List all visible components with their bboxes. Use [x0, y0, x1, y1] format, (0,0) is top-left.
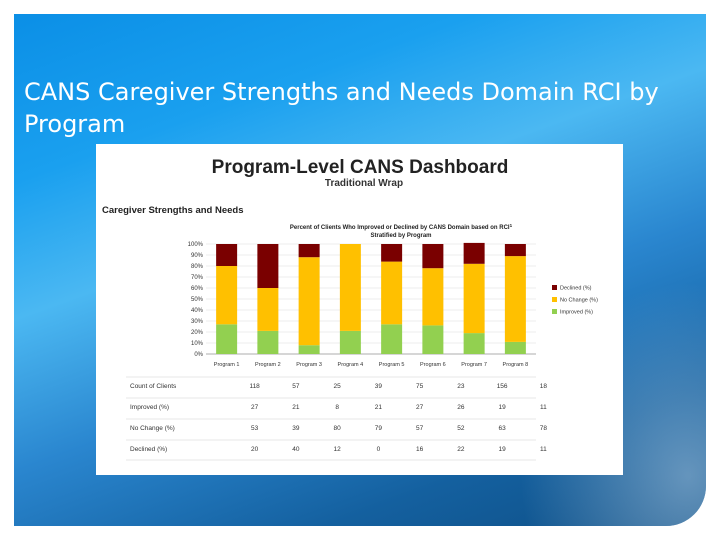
y-tick-label: 50% — [191, 297, 204, 303]
table-cell: 16 — [416, 446, 424, 453]
y-tick-label: 90% — [191, 253, 204, 259]
table-cell: 20 — [251, 446, 259, 453]
y-tick-label: 0% — [194, 352, 203, 358]
x-tick-label: Program 3 — [296, 362, 322, 368]
bar-no-change — [216, 266, 238, 325]
table-cell: 39 — [292, 425, 300, 432]
bar-declined — [381, 244, 403, 262]
chart-legend: Declined (%) No Change (%) Improved (%) — [552, 285, 598, 316]
table-cell: 75 — [416, 383, 424, 390]
table-cell: 57 — [292, 383, 300, 390]
bar-improved — [463, 333, 485, 354]
chart-title-line2: Stratified by Program — [370, 233, 431, 239]
bar-improved — [257, 330, 279, 354]
y-tick-label: 20% — [191, 330, 204, 336]
bar-improved — [422, 325, 444, 354]
bar-declined — [504, 244, 526, 257]
y-tick-label: 10% — [191, 341, 204, 347]
bar-declined — [463, 242, 485, 264]
table-cell: 63 — [499, 425, 507, 432]
table-row-label: Count of Clients — [130, 383, 177, 390]
table-row-label: Declined (%) — [130, 446, 167, 453]
table-cell: 19 — [499, 404, 507, 411]
table-row-label: No Change (%) — [130, 425, 175, 432]
table-cell: 52 — [457, 425, 465, 432]
table-cell: 118 — [249, 383, 260, 390]
legend-label: No Change (%) — [560, 298, 598, 304]
data-table: Count of Clients 118 57 25 39 75 23 156 18Improv… — [126, 376, 548, 461]
x-tick-label: Program 4 — [338, 362, 364, 368]
x-tick-label: Program 1 — [214, 362, 240, 368]
table-cell: 0 — [377, 446, 381, 453]
table-cell: 57 — [416, 425, 424, 432]
table-cell: 53 — [251, 425, 259, 432]
dashboard-panel: Program-Level CANS Dashboard Traditional… — [96, 144, 623, 475]
y-tick-label: 60% — [191, 286, 204, 292]
x-tick-label: Program 7 — [461, 362, 487, 368]
bar-declined — [216, 244, 238, 266]
x-tick-label: Program 2 — [255, 362, 281, 368]
table-cell: 19 — [499, 446, 507, 453]
slide-title: CANS Caregiver Strengths and Needs Domai… — [24, 78, 659, 138]
bar-no-change — [381, 261, 403, 325]
bar-improved — [216, 324, 238, 354]
bar-improved — [339, 330, 361, 354]
x-tick-label: Program 5 — [379, 362, 405, 368]
y-tick-label: 100% — [188, 242, 204, 248]
bar-improved — [504, 341, 526, 354]
legend-swatch — [552, 309, 557, 314]
bar-no-change — [463, 263, 485, 334]
legend-swatch — [552, 297, 557, 302]
bar-improved — [381, 324, 403, 354]
table-cell: 21 — [292, 404, 300, 411]
legend-swatch — [552, 285, 557, 290]
bar-no-change — [504, 256, 526, 342]
dashboard-subtitle: Traditional Wrap — [325, 178, 403, 189]
table-cell: 27 — [416, 404, 424, 411]
legend-label: Improved (%) — [560, 310, 593, 316]
table-cell: 39 — [375, 383, 383, 390]
dashboard-chart: Program-Level CANS Dashboard Traditional… — [102, 157, 598, 461]
bar-improved — [298, 345, 320, 354]
bar-no-change — [257, 288, 279, 331]
table-cell: 79 — [375, 425, 383, 432]
bar-declined — [422, 244, 444, 269]
table-cell: 78 — [540, 425, 548, 432]
legend-label: Declined (%) — [560, 286, 592, 292]
bar-no-change — [339, 244, 361, 331]
table-cell: 11 — [540, 404, 547, 411]
table-cell: 21 — [375, 404, 383, 411]
table-cell: 11 — [540, 446, 547, 453]
table-cell: 23 — [457, 383, 465, 390]
table-cell: 156 — [497, 383, 508, 390]
y-tick-label: 70% — [191, 275, 204, 281]
chart-title-line1: Percent of Clients Who Improved or Decli… — [290, 223, 513, 231]
table-cell: 27 — [251, 404, 259, 411]
table-cell: 26 — [457, 404, 465, 411]
table-row-label: Improved (%) — [130, 404, 169, 411]
bar-no-change — [298, 257, 320, 346]
bar-declined — [257, 244, 279, 288]
table-cell: 80 — [334, 425, 342, 432]
table-cell: 22 — [457, 446, 465, 453]
dashboard-title: Program-Level CANS Dashboard — [212, 157, 509, 178]
table-cell: 8 — [335, 404, 339, 411]
table-cell: 12 — [334, 446, 342, 453]
y-tick-label: 80% — [191, 264, 204, 270]
x-tick-label: Program 6 — [420, 362, 446, 368]
table-cell: 18 — [540, 383, 548, 390]
table-cell: 25 — [334, 383, 342, 390]
x-tick-label: Program 8 — [503, 362, 529, 368]
table-cell: 40 — [292, 446, 300, 453]
bar-declined — [298, 244, 320, 258]
bar-no-change — [422, 268, 444, 326]
y-tick-label: 40% — [191, 308, 204, 314]
section-label: Caregiver Strengths and Needs — [102, 205, 244, 216]
y-tick-label: 30% — [191, 319, 204, 325]
plot-area: 0% 10% 20% 30% 40% 50% 60% 70% 80% 90% 100% Program… — [188, 242, 536, 368]
